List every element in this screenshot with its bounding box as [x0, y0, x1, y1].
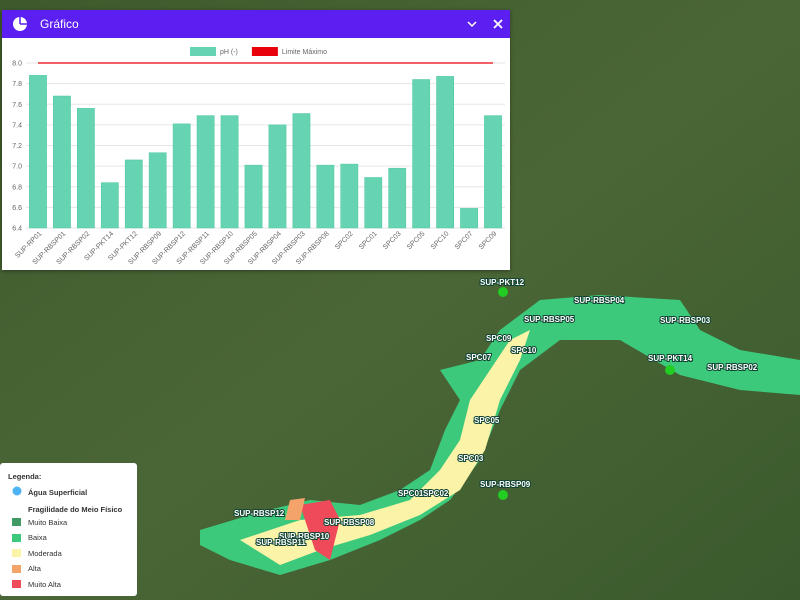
bar	[412, 79, 431, 229]
legend-subtitle: Fragilidade do Meio Físico	[28, 505, 123, 514]
panel-header: Gráfico	[2, 10, 510, 38]
bar	[388, 167, 407, 229]
bar	[340, 163, 359, 229]
map-label: SUP-RBSP08	[324, 518, 375, 527]
fragility-zone	[285, 498, 305, 520]
water-icon	[12, 486, 22, 496]
y-tick-label: 8.0	[12, 61, 22, 68]
bar	[77, 108, 95, 229]
chart-icon	[13, 17, 27, 31]
map-label: SUP-RBSP12	[234, 509, 285, 518]
legend-swatch	[12, 564, 21, 573]
map-labels: SUP-PKT12 SUP-RBSP04 SUP-RBSP05 SUP-RBSP…	[233, 277, 759, 548]
collapse-button[interactable]	[466, 18, 478, 30]
y-tick-label: 7.2	[12, 143, 22, 150]
map-label: SPC10	[511, 346, 537, 355]
map-label: SUP-RBSP03	[660, 316, 711, 325]
bar	[268, 124, 287, 229]
map-label: SUP-RBSP04	[574, 296, 625, 305]
bar	[29, 75, 47, 229]
bar	[196, 115, 215, 229]
map-label: SUP-RBSP02	[707, 363, 758, 372]
legend-item: Baixa	[28, 533, 47, 542]
bar	[148, 152, 167, 229]
legend-item: Água Superficial	[28, 488, 88, 497]
bar	[316, 164, 335, 229]
fragility-zone	[200, 295, 800, 575]
bar	[484, 115, 502, 229]
legend-swatch	[12, 580, 21, 588]
x-tick-label: SPC03	[382, 230, 403, 251]
x-tick-label: SPC07	[454, 230, 475, 251]
bar	[292, 113, 311, 229]
y-tick-label: 7.6	[12, 102, 22, 109]
map-label: SUP-RBSP05	[524, 315, 575, 324]
map-label: SPC07	[466, 353, 492, 362]
x-tick-label: SPC05	[406, 230, 427, 251]
map-label: SUP-RBSP11	[256, 538, 306, 547]
y-tick-label: 6.8	[12, 184, 22, 191]
y-tick-label: 7.8	[12, 81, 22, 88]
chart: 6.4 6.6 6.8 7.0 7.2 7.4 7.6 7.8 8.0 pH (-) Limite …	[12, 47, 505, 266]
map-label: SPC02	[423, 489, 449, 498]
legend-item: Moderada	[28, 548, 62, 558]
y-tick-label: 6.4	[12, 226, 22, 233]
map-label: SPC01	[398, 489, 424, 498]
map-label: SPC03	[458, 454, 484, 463]
y-tick-label: 7.4	[12, 122, 22, 129]
map-label: SUP-RBSP09	[480, 480, 531, 489]
x-tick-label: SPC10	[430, 230, 451, 251]
legend-item: Alta	[28, 564, 41, 573]
bar	[460, 208, 478, 229]
map-label: SPC05	[474, 416, 500, 425]
y-tick-label: 6.6	[12, 205, 22, 212]
legend-swatch	[12, 549, 21, 557]
bar	[364, 177, 383, 229]
bar	[53, 95, 71, 229]
fragility-zone	[300, 500, 340, 560]
fragility-zone	[240, 330, 530, 565]
bar	[124, 159, 143, 229]
y-tick-label: 7.0	[12, 164, 22, 171]
bar	[244, 164, 263, 229]
legend-item: Muito Alta	[28, 579, 61, 589]
map-label: SUP-PKT12	[480, 278, 525, 287]
map-label: SPC09	[486, 334, 512, 343]
x-tick-label: SPC01	[358, 230, 379, 251]
legend-swatch	[190, 47, 216, 56]
map-legend: Legenda: Água Superficial Fragilidade do…	[0, 463, 137, 596]
bar	[100, 182, 119, 229]
bar	[172, 123, 191, 229]
legend-title: Legenda:	[8, 472, 42, 481]
panel-title: Gráfico	[40, 17, 79, 31]
map-label: SUP-PKT14	[648, 354, 693, 363]
chart-panel: Gráfico 6.4 6.6 6.8 7.0 7.2 7.4 7.6 7.8 8.0 pH (-…	[2, 10, 510, 270]
legend-item: Muito Baixa	[28, 517, 68, 527]
legend-label: Limite Máximo	[282, 49, 327, 56]
map-label: SUP-RBSP10	[279, 532, 330, 541]
legend-swatch	[251, 47, 278, 56]
legend-label: pH (-)	[220, 49, 238, 56]
bar	[436, 76, 454, 229]
legend-swatch	[12, 518, 21, 526]
close-button[interactable]	[492, 18, 504, 30]
bar	[220, 115, 239, 229]
legend-swatch	[12, 533, 21, 542]
x-tick-label: SPC02	[334, 230, 355, 251]
x-tick-label: SPC09	[478, 230, 499, 251]
